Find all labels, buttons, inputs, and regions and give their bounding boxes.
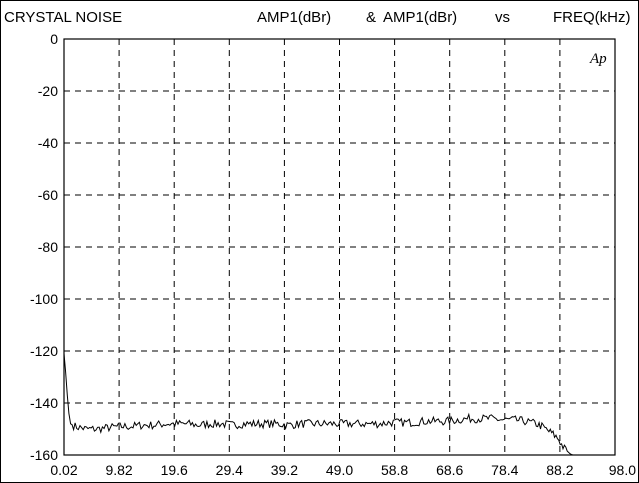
y-tick-label: -120 xyxy=(30,343,58,359)
grid-lines xyxy=(64,39,615,455)
y-tick-label: -140 xyxy=(30,395,58,411)
x-tick-label: 19.6 xyxy=(161,462,188,478)
x-tick-label: 98.0 xyxy=(609,462,636,478)
x-tick-label: 39.2 xyxy=(271,462,298,478)
y-tick-label: 0 xyxy=(50,31,58,47)
x-tick-label: 78.4 xyxy=(491,462,518,478)
x-tick-label: 29.4 xyxy=(216,462,243,478)
chart-title: CRYSTAL NOISE xyxy=(4,9,122,26)
x-tick-label: 0.02 xyxy=(50,462,77,478)
y-axis-ticks: 0 -20 -40 -60 -80 -100 -120 -140 -160 xyxy=(30,31,58,463)
plot-area-border xyxy=(63,38,616,456)
x-tick-label: 68.6 xyxy=(436,462,463,478)
y-axis-label-2: AMP1(dBr) xyxy=(383,9,457,26)
y-tick-label: -160 xyxy=(30,447,58,463)
y-tick-label: -80 xyxy=(38,239,58,255)
series-line-crystal-noise xyxy=(63,353,576,456)
header-vs: vs xyxy=(495,9,510,26)
x-tick-label: 88.2 xyxy=(546,462,573,478)
y-tick-label: -100 xyxy=(30,291,58,307)
y-tick-label: -40 xyxy=(38,135,58,151)
y-tick-label: -20 xyxy=(38,83,58,99)
x-axis-label: FREQ(kHz) xyxy=(553,9,631,26)
x-axis-ticks: 0.02 9.82 19.6 29.4 39.2 49.0 58.8 68.6 78.4 88.2… xyxy=(50,462,636,478)
x-tick-label: 58.8 xyxy=(381,462,408,478)
x-tick-label: 9.82 xyxy=(105,462,132,478)
y-axis-label-1: AMP1(dBr) xyxy=(257,9,331,26)
y-tick-label: -60 xyxy=(38,187,58,203)
x-tick-label: 49.0 xyxy=(326,462,353,478)
ap-logo: Ap xyxy=(589,51,607,67)
header-ampersand: & xyxy=(366,9,376,26)
